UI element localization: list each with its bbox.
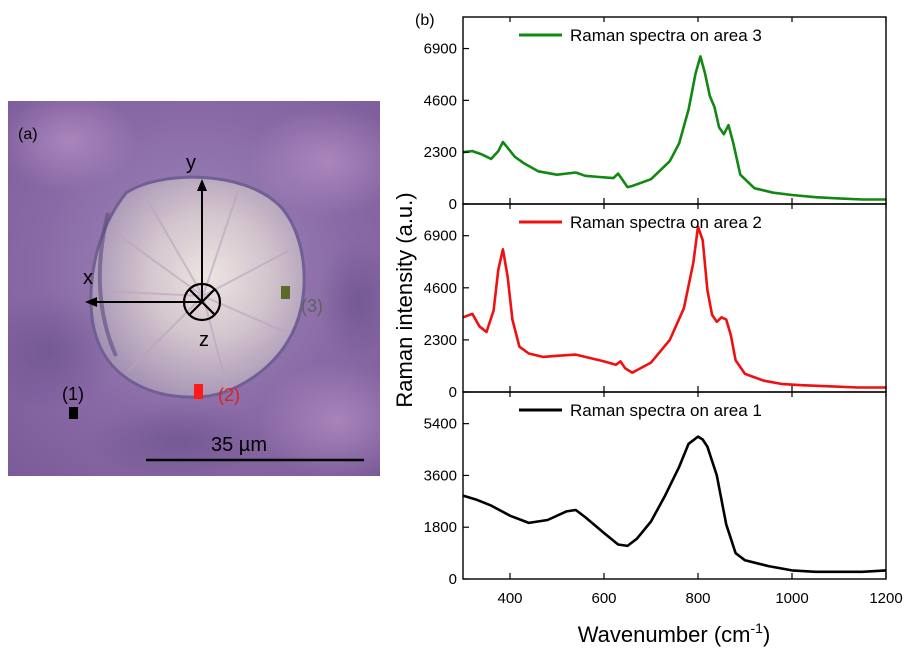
y-axis-label: y bbox=[186, 152, 196, 174]
marker-2 bbox=[194, 384, 203, 399]
panel-frame bbox=[462, 16, 887, 205]
y-tick-label: 6900 bbox=[424, 228, 457, 245]
x-tick-label: 800 bbox=[685, 590, 710, 607]
mottle bbox=[8, 101, 138, 191]
series-line-area-1 bbox=[462, 435, 887, 574]
y-tick-label: 0 bbox=[449, 571, 457, 588]
y-tick-label: 0 bbox=[449, 384, 457, 401]
x-axis-title-main: Wavenumber (cm bbox=[578, 622, 751, 647]
series-line-area-3 bbox=[462, 55, 886, 201]
micrograph-panel: (a) y x z (1) (2) (3) 35 µm bbox=[8, 101, 380, 476]
x-tick-label: 1000 bbox=[775, 590, 808, 607]
y-tick-label: 2300 bbox=[424, 332, 457, 349]
x-axis-title-superscript: -1 bbox=[751, 620, 764, 636]
x-axis-title: Wavenumber (cm-1) bbox=[578, 620, 771, 647]
plot-root: 0 2300 4600 6900 Raman spectra on area 3 0 230… bbox=[392, 12, 903, 647]
y-arrowhead bbox=[197, 179, 207, 191]
y-tick-label: 6900 bbox=[424, 41, 457, 58]
mottle bbox=[248, 106, 380, 216]
marker-3 bbox=[281, 286, 290, 299]
legend-label: Raman spectra on area 2 bbox=[570, 213, 762, 232]
x-tick-label: 400 bbox=[497, 590, 522, 607]
panel-frame bbox=[462, 203, 887, 393]
panel-a-label: (a) bbox=[18, 126, 38, 143]
legend-label: Raman spectra on area 3 bbox=[570, 26, 762, 45]
mottle bbox=[258, 361, 380, 476]
series-line-area-2 bbox=[462, 225, 886, 389]
y-tick-label: 3600 bbox=[424, 467, 457, 484]
mottle bbox=[318, 241, 380, 361]
panel-frame bbox=[462, 391, 887, 580]
y-tick-label: 2300 bbox=[424, 144, 457, 161]
legend-label: Raman spectra on area 1 bbox=[570, 401, 762, 420]
z-axis-label: z bbox=[199, 329, 209, 351]
x-tick-label: 1200 bbox=[869, 590, 902, 607]
y-tick-label: 4600 bbox=[424, 280, 457, 297]
mottle bbox=[88, 401, 268, 476]
marker-3-label: (3) bbox=[301, 296, 323, 316]
y-tick-label: 4600 bbox=[424, 92, 457, 109]
x-axis-title-close: ) bbox=[763, 622, 770, 647]
y-tick-label: 1800 bbox=[424, 519, 457, 536]
x-arrowhead bbox=[85, 297, 97, 307]
panel-b-label: (b) bbox=[415, 12, 435, 29]
x-tick-label: 600 bbox=[591, 590, 616, 607]
y-tick-label: 0 bbox=[449, 196, 457, 213]
x-axis-label: x bbox=[83, 267, 93, 289]
z-axis-symbol bbox=[182, 282, 222, 322]
marker-2-label: (2) bbox=[218, 385, 240, 405]
marker-1 bbox=[69, 407, 78, 419]
mottle bbox=[8, 291, 118, 411]
scale-bar-label: 35 µm bbox=[211, 434, 267, 456]
crystal-rim bbox=[97, 212, 118, 357]
y-axis-title: Raman intensity (a.u.) bbox=[392, 192, 417, 407]
marker-1-label: (1) bbox=[62, 384, 84, 404]
y-tick-label: 5400 bbox=[424, 416, 457, 433]
